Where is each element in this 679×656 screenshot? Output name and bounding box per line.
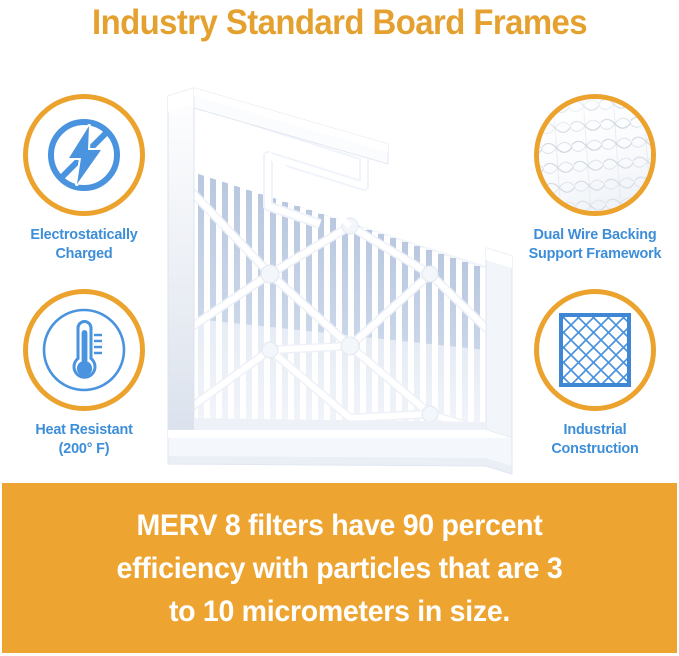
merv-rating-banner: MERV 8 filters have 90 percent efficienc… <box>2 483 677 653</box>
thermometer-icon <box>28 294 140 406</box>
feature-badge-industrial-construction <box>534 289 656 411</box>
feature-label-electrostatically-charged: Electrostatically Charged <box>5 225 162 263</box>
pleated-air-filter-image <box>150 78 530 480</box>
banner-text: MERV 8 filters have 90 percent efficienc… <box>19 504 660 633</box>
feature-electrostatically-charged: Electrostatically Charged <box>2 94 166 263</box>
banner-line-1: MERV 8 filters have 90 percent <box>136 508 543 542</box>
feature-heat-resistant: Heat Resistant (200° F) <box>2 289 166 458</box>
lightning-bolt-no-sign-icon <box>28 99 140 211</box>
feature-dual-wire-backing: Dual Wire Backing Support Framework <box>513 94 677 263</box>
banner-line-2: efficiency with particles that are 3 <box>116 551 563 585</box>
feature-label-line1: Heat Resistant <box>35 421 133 438</box>
feature-label-line2: Charged <box>55 245 113 262</box>
feature-label-industrial-construction: Industrial Construction <box>516 420 673 458</box>
feature-label-dual-wire-backing: Dual Wire Backing Support Framework <box>516 225 673 263</box>
feature-label-heat-resistant: Heat Resistant (200° F) <box>5 420 162 458</box>
page-title: Industry Standard Board Frames <box>92 3 588 42</box>
feature-industrial-construction: Industrial Construction <box>513 289 677 458</box>
feature-label-line2: Construction <box>551 440 639 457</box>
feature-label-line1: Dual Wire Backing <box>533 226 657 243</box>
feature-badge-electrostatically-charged <box>23 94 145 216</box>
feature-badge-heat-resistant <box>23 289 145 411</box>
feature-badge-dual-wire-backing <box>534 94 656 216</box>
lattice-grid-icon <box>539 294 651 406</box>
banner-line-3: to 10 micrometers in size. <box>168 594 511 628</box>
feature-label-line1: Industrial <box>563 421 627 438</box>
feature-label-line2: (200° F) <box>58 440 110 457</box>
feature-label-line2: Support Framework <box>528 245 662 262</box>
wire-mesh-photo-icon <box>539 99 651 211</box>
feature-label-line1: Electrostatically <box>30 226 138 243</box>
